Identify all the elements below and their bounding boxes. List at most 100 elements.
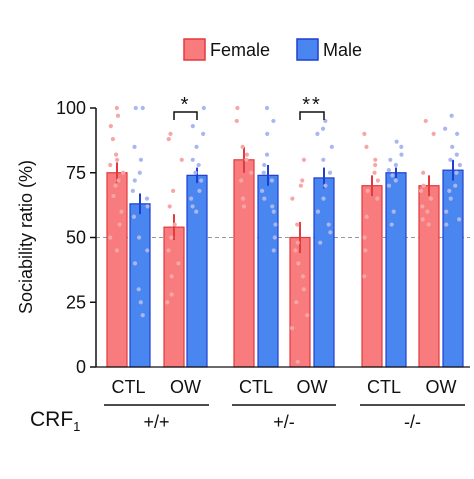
y-tick-label-25: 25 bbox=[66, 292, 86, 312]
data-point-p--CTL-female bbox=[244, 152, 249, 157]
data-point-p--OW-female bbox=[290, 196, 295, 201]
data-point-pp-CTL-female bbox=[114, 248, 120, 253]
data-point-p--CTL-male bbox=[271, 209, 276, 214]
data-point----CTL-female bbox=[372, 170, 377, 175]
data-point-p--CTL-female bbox=[235, 105, 240, 111]
data-point-pp-OW-male bbox=[201, 131, 206, 136]
data-point-pp-CTL-female bbox=[117, 222, 122, 227]
genotype-label: +/- bbox=[273, 412, 295, 432]
data-point-pp-OW-male bbox=[190, 204, 195, 209]
data-point-pp-OW-female bbox=[169, 235, 174, 240]
data-point-pp-OW-male bbox=[199, 178, 204, 183]
condition-label-OW: OW bbox=[297, 377, 328, 397]
data-point-pp-CTL-male bbox=[138, 300, 143, 305]
data-point-p--OW-male bbox=[326, 222, 331, 227]
data-point-p--OW-female bbox=[296, 261, 301, 266]
condition-label-OW: OW bbox=[170, 377, 201, 397]
data-point-pp-CTL-male bbox=[132, 178, 137, 183]
data-point----CTL-male bbox=[399, 144, 404, 149]
data-point----CTL-female bbox=[375, 196, 380, 201]
data-point-pp-CTL-female bbox=[120, 170, 126, 175]
bar-p--OW-female bbox=[289, 236, 311, 368]
data-point-pp-CTL-female bbox=[119, 209, 124, 214]
significance-marker: * bbox=[181, 94, 191, 116]
data-point-p--CTL-female bbox=[244, 157, 249, 162]
data-point-p--CTL-female bbox=[234, 118, 239, 124]
data-point----OW-female bbox=[420, 204, 425, 209]
y-tick-label-75: 75 bbox=[66, 163, 86, 183]
data-point-pp-OW-female bbox=[169, 292, 174, 297]
data-point-pp-OW-male bbox=[194, 144, 199, 149]
data-point-p--OW-male bbox=[323, 183, 328, 188]
data-point----CTL-female bbox=[362, 131, 367, 136]
condition-label-CTL: CTL bbox=[367, 377, 401, 397]
data-point-pp-CTL-male bbox=[145, 248, 150, 253]
condition-label-CTL: CTL bbox=[239, 377, 273, 397]
y-tick-label-0: 0 bbox=[76, 357, 86, 377]
data-point-p--CTL-male bbox=[265, 131, 270, 136]
data-point----CTL-male bbox=[393, 178, 398, 183]
data-point----OW-male bbox=[447, 188, 452, 193]
legend-swatch-female bbox=[183, 38, 206, 61]
data-point-pp-OW-female bbox=[172, 222, 177, 227]
data-point-pp-CTL-female bbox=[114, 105, 119, 111]
data-point-p--CTL-male bbox=[264, 105, 270, 111]
data-point----CTL-male bbox=[394, 139, 399, 144]
data-point-p--OW-female bbox=[298, 183, 303, 188]
data-point-pp-OW-male bbox=[190, 157, 195, 162]
data-point-pp-CTL-male bbox=[145, 204, 150, 209]
significance-bracket bbox=[173, 111, 198, 120]
data-point-p--OW-male bbox=[321, 196, 326, 201]
data-point-pp-CTL-female bbox=[111, 193, 116, 199]
data-point-pp-OW-female bbox=[176, 261, 181, 266]
bar----CTL-male bbox=[385, 172, 407, 368]
data-point-p--CTL-male bbox=[262, 196, 267, 201]
data-point----OW-female bbox=[421, 170, 426, 175]
data-point-pp-CTL-female bbox=[110, 136, 116, 142]
data-point----OW-male bbox=[456, 217, 462, 222]
data-point----CTL-female bbox=[364, 144, 369, 149]
data-point-pp-OW-female bbox=[166, 248, 171, 253]
data-point-p--CTL-male bbox=[269, 178, 274, 183]
data-point-p--OW-female bbox=[294, 300, 299, 305]
genotype-label: -/- bbox=[404, 412, 421, 432]
data-point----OW-male bbox=[449, 113, 454, 118]
data-point-pp-CTL-female bbox=[113, 183, 118, 188]
data-point-pp-OW-male bbox=[196, 162, 201, 168]
genotype-label: +/+ bbox=[143, 412, 169, 432]
data-point-pp-CTL-female bbox=[108, 162, 113, 168]
data-point-p--OW-female bbox=[295, 359, 300, 364]
data-point-p--CTL-male bbox=[271, 248, 276, 253]
data-point-p--OW-female bbox=[295, 240, 300, 245]
data-point----OW-male bbox=[453, 183, 458, 188]
bar----OW-male bbox=[442, 169, 464, 368]
data-point-pp-CTL-male bbox=[132, 144, 137, 149]
data-point-p--CTL-male bbox=[270, 204, 275, 209]
data-point-p--OW-female bbox=[300, 274, 306, 279]
data-point-pp-OW-male bbox=[201, 105, 206, 111]
bar-pp-OW-male bbox=[186, 174, 208, 368]
legend: Female Male bbox=[183, 38, 362, 61]
data-point-pp-CTL-male bbox=[131, 214, 137, 219]
data-point-pp-OW-female bbox=[167, 204, 172, 209]
bar-p--CTL-female bbox=[233, 159, 255, 368]
data-point-p--CTL-female bbox=[240, 196, 246, 201]
data-point----OW-female bbox=[420, 217, 425, 222]
data-point-p--CTL-male bbox=[272, 235, 277, 240]
data-point----CTL-male bbox=[399, 152, 404, 157]
legend-label-male: Male bbox=[323, 40, 362, 60]
bar-p--OW-male bbox=[313, 177, 335, 368]
data-point-p--CTL-male bbox=[273, 222, 278, 227]
data-point-p--OW-male bbox=[329, 144, 334, 149]
data-point-pp-OW-male bbox=[193, 170, 198, 175]
data-point----CTL-female bbox=[364, 214, 369, 219]
significance-bracket bbox=[299, 111, 325, 120]
data-point-p--OW-female bbox=[301, 287, 306, 292]
bar-p--CTL-male bbox=[257, 174, 279, 368]
data-point-p--OW-male bbox=[321, 157, 326, 162]
bar-pp-OW-female bbox=[163, 226, 185, 368]
data-point-pp-CTL-male bbox=[144, 196, 150, 201]
data-point-pp-CTL-male bbox=[140, 105, 145, 111]
data-point-p--OW-female bbox=[295, 222, 300, 227]
data-point-pp-CTL-male bbox=[137, 235, 142, 240]
